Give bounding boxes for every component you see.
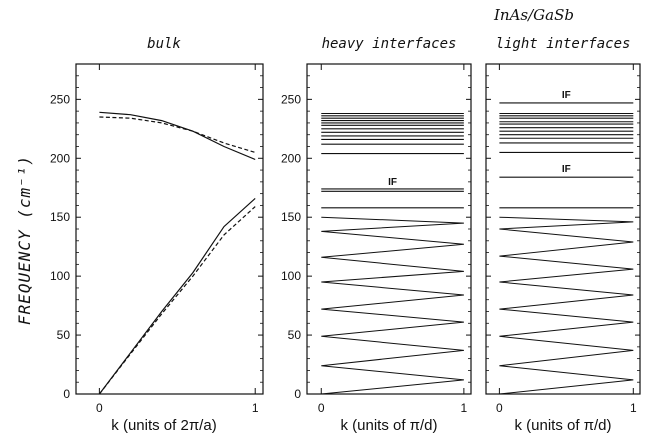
plot-frame-bulk [75,63,264,395]
series-bulk [76,64,263,395]
if-labels-heavy: IF [388,177,397,188]
x-tick-label: 0 [96,401,103,415]
x-axis-label-light: k (units of π/d) [514,417,611,434]
y-tick-label: 0 [63,387,70,401]
y-tick-label: 250 [281,92,301,106]
y-tick-label: 50 [57,328,71,342]
panel-title-bulk: bulk [147,36,181,52]
x-tick-label: 1 [252,401,259,415]
panel-title-light: light interfaces [496,36,631,52]
panel-bulk: bulk 0 50 100 150 200 250 0 1 k (units o… [50,36,264,434]
panel-light-interfaces: light interfaces 0 1 IF IF k (units of π… [485,36,641,434]
series-heavy [307,64,471,395]
y-tick-label: 100 [50,269,70,283]
x-ticks-bulk: 0 1 [96,401,259,415]
y-tick-label: 100 [281,269,301,283]
y-tick-label: 150 [50,210,70,224]
x-tick-label: 1 [461,401,468,415]
x-tick-label: 0 [496,401,503,415]
y-tick-label: 250 [50,92,70,106]
y-tick-label: 50 [288,328,302,342]
x-ticks-light: 0 1 [496,401,637,415]
x-tick-label: 0 [318,401,325,415]
if-label: IF [562,164,571,175]
x-axis-label-heavy: k (units of π/d) [340,417,437,434]
y-tick-label: 150 [281,210,301,224]
y-ticks-bulk: 0 50 100 150 200 250 [50,92,70,401]
series-light [486,64,640,395]
x-tick-label: 1 [630,401,637,415]
y-ticks-heavy: 0 50 100 150 200 250 [281,92,301,401]
solid-branch-line [99,111,256,161]
y-tick-label: 200 [281,151,301,165]
if-label: IF [562,90,571,101]
panel-title-heavy: heavy interfaces [322,36,457,52]
x-axis-label-bulk: k (units of 2π/a) [111,417,216,434]
x-ticks-heavy: 0 1 [318,401,468,415]
folded-acoustic-line [321,216,464,395]
panel-heavy-interfaces: heavy interfaces 0 50 100 150 200 250 0 … [281,36,472,434]
y-axis-label: FREQUENCY (cm⁻¹) [15,155,34,325]
y-tick-label: 0 [294,387,301,401]
group-title: InAs/GaSb [493,6,574,24]
folded-acoustic-line [499,216,634,395]
dashed-branch-line [99,116,256,153]
dashed-branch-line [98,206,256,395]
y-tick-label: 200 [50,151,70,165]
solid-branch-line [98,197,256,395]
if-labels-light: IF IF [562,90,571,175]
if-label: IF [388,177,397,188]
